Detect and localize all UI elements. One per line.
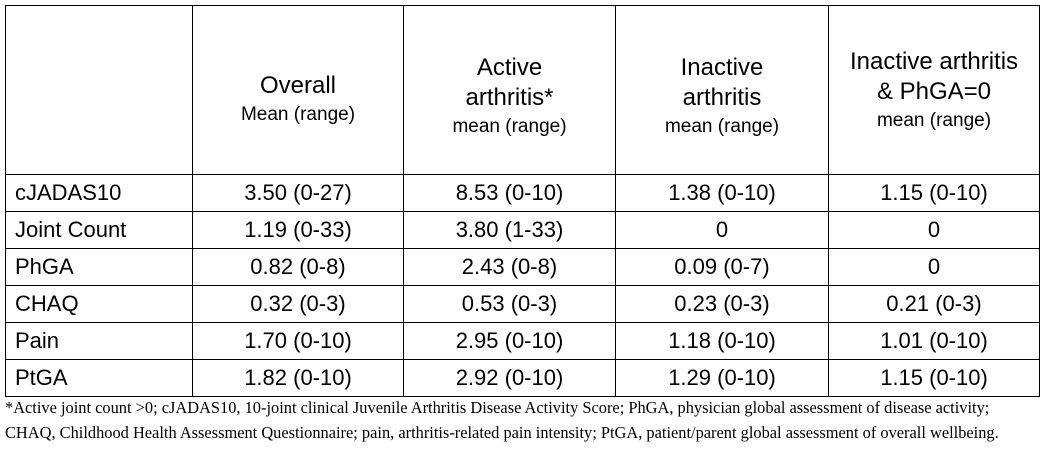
header-overall: Overall Mean (range) [192, 5, 404, 175]
table-cell: 1.15 (0-10) [828, 359, 1040, 397]
table-cell: 8.53 (0-10) [403, 174, 616, 212]
table-cell: 0.53 (0-3) [403, 285, 616, 323]
table-footnote: *Active joint count >0; cJADAS10, 10-joi… [5, 398, 999, 442]
table-cell: 2.92 (0-10) [403, 359, 616, 397]
table-cell: 0.32 (0-3) [192, 285, 404, 323]
row-label: cJADAS10 [5, 174, 193, 212]
table-cell: 3.80 (1-33) [403, 211, 616, 249]
table-cell: 0.23 (0-3) [615, 285, 829, 323]
table-row: Pain 1.70 (0-10) 2.95 (0-10) 1.18 (0-10)… [5, 322, 1040, 360]
row-label: PhGA [5, 248, 193, 286]
table-cell: 2.43 (0-8) [403, 248, 616, 286]
table-cell: 2.95 (0-10) [403, 322, 616, 360]
table-cell: 1.82 (0-10) [192, 359, 404, 397]
table-cell: 1.18 (0-10) [615, 322, 829, 360]
header-title: Inactive arthritis [680, 54, 764, 111]
table-cell: 1.29 (0-10) [615, 359, 829, 397]
row-label: CHAQ [5, 285, 193, 323]
header-subtitle: Mean (range) [240, 104, 356, 125]
header-empty-cell [5, 5, 193, 175]
table-cell: 1.01 (0-10) [828, 322, 1040, 360]
table-cell: 0 [828, 211, 1040, 249]
header-active-arthritis: Active arthritis* mean (range) [403, 5, 616, 175]
row-label: Joint Count [5, 211, 193, 249]
table-cell: 0.09 (0-7) [615, 248, 829, 286]
results-table: Overall Mean (range) Active arthritis* m… [5, 5, 1040, 397]
table-cell: 0.21 (0-3) [828, 285, 1040, 323]
header-title: Active arthritis* [465, 54, 554, 111]
header-subtitle: mean (range) [664, 116, 780, 137]
table-cell: 0 [615, 211, 829, 249]
header-inactive-phga0: Inactive arthritis & PhGA=0 mean (range) [828, 5, 1040, 175]
table-row: PhGA 0.82 (0-8) 2.43 (0-8) 0.09 (0-7) 0 [5, 248, 1040, 286]
header-row: Overall Mean (range) Active arthritis* m… [5, 5, 1040, 175]
table-row: CHAQ 0.32 (0-3) 0.53 (0-3) 0.23 (0-3) 0.… [5, 285, 1040, 323]
table-cell: 1.19 (0-33) [192, 211, 404, 249]
table-row: cJADAS10 3.50 (0-27) 8.53 (0-10) 1.38 (0… [5, 174, 1040, 212]
table-cell: 0 [828, 248, 1040, 286]
row-label: Pain [5, 322, 193, 360]
table-row: PtGA 1.82 (0-10) 2.92 (0-10) 1.29 (0-10)… [5, 359, 1040, 397]
header-title: Overall [259, 72, 337, 99]
header-subtitle: mean (range) [876, 110, 992, 131]
row-label: PtGA [5, 359, 193, 397]
table-cell: 0.82 (0-8) [192, 248, 404, 286]
header-subtitle: mean (range) [452, 116, 567, 137]
header-title: Inactive arthritis & PhGA=0 [849, 48, 1019, 105]
table-row: Joint Count 1.19 (0-33) 3.80 (1-33) 0 0 [5, 211, 1040, 249]
table-cell: 1.15 (0-10) [828, 174, 1040, 212]
header-inactive-arthritis: Inactive arthritis mean (range) [615, 5, 829, 175]
table-cell: 1.38 (0-10) [615, 174, 829, 212]
table-cell: 3.50 (0-27) [192, 174, 404, 212]
table-cell: 1.70 (0-10) [192, 322, 404, 360]
